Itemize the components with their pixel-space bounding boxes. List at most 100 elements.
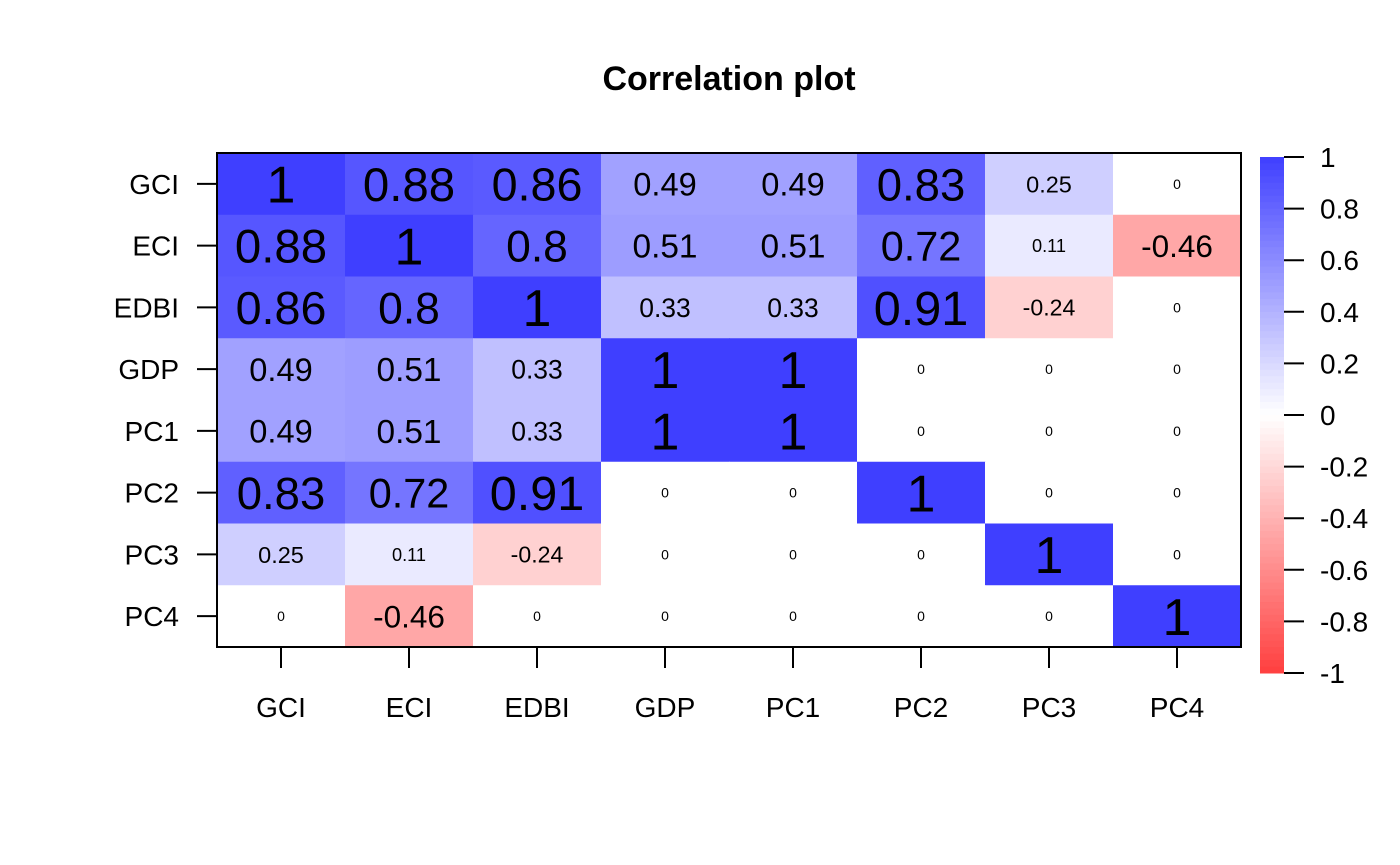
cell-label-gci-edbi: 0.86 bbox=[492, 159, 583, 211]
cell-label-pc1-pc1: 1 bbox=[779, 404, 808, 462]
cell-label-eci-gdp: 0.51 bbox=[633, 229, 698, 266]
cell-edbi-eci bbox=[345, 276, 474, 339]
cell-label-edbi-gdp: 0.33 bbox=[639, 293, 691, 323]
colorbar-segment bbox=[1260, 556, 1284, 564]
colorbar-segment bbox=[1260, 421, 1284, 429]
colorbar-segment bbox=[1260, 389, 1284, 397]
cell-label-gci-pc3: 0.25 bbox=[1026, 171, 1072, 197]
colorbar-segment bbox=[1260, 227, 1284, 235]
cell-eci-pc2 bbox=[857, 214, 986, 278]
colorbar-segment bbox=[1260, 492, 1284, 500]
colorbar-segment bbox=[1260, 582, 1284, 590]
colorbar-segment bbox=[1260, 298, 1284, 306]
colorbar-segment bbox=[1260, 369, 1284, 377]
cell-pc1-edbi bbox=[473, 400, 602, 463]
cell-label-pc4-pc1: 0 bbox=[789, 608, 797, 624]
cell-label-gci-eci: 0.88 bbox=[363, 159, 455, 212]
colorbar-segment bbox=[1260, 602, 1284, 609]
colorbar-tick-label: 0.2 bbox=[1320, 348, 1359, 379]
colorbar-segment bbox=[1260, 666, 1284, 674]
cell-pc2-edbi bbox=[473, 461, 602, 525]
colorbar-segment bbox=[1260, 640, 1284, 648]
colorbar-tick-label: -0.6 bbox=[1320, 555, 1368, 586]
cell-pc2-eci bbox=[345, 461, 474, 525]
colorbar-segment bbox=[1260, 427, 1284, 435]
y-tick-label-eci: ECI bbox=[132, 231, 179, 262]
colorbar-tick-label: 0.6 bbox=[1320, 245, 1359, 276]
cell-gci-eci bbox=[345, 153, 474, 216]
cell-edbi-gci bbox=[217, 276, 346, 339]
colorbar-segment bbox=[1260, 286, 1284, 293]
y-tick-label-gci: GCI bbox=[129, 169, 179, 200]
colorbar-segment bbox=[1260, 479, 1284, 487]
cell-pc2-pc3 bbox=[985, 461, 1114, 525]
cell-pc3-gci bbox=[217, 523, 346, 586]
colorbar-segment bbox=[1260, 356, 1284, 364]
cell-label-pc3-pc3: 1 bbox=[1035, 527, 1064, 585]
cell-label-edbi-pc2: 0.91 bbox=[874, 282, 969, 336]
cell-label-gdp-gdp: 1 bbox=[651, 342, 680, 400]
cell-gdp-eci bbox=[345, 338, 474, 401]
colorbar: 1 0.8 0.6 0.4 0.2 0 -0.2 -0.4 -0.6 -0.8 -1 bbox=[1260, 142, 1368, 689]
colorbar-segment bbox=[1260, 279, 1284, 287]
cell-label-pc2-pc3: 0 bbox=[1045, 485, 1053, 501]
cell-pc2-gci bbox=[217, 461, 346, 525]
colorbar-segment bbox=[1260, 305, 1284, 313]
colorbar-tick-label: 1 bbox=[1320, 142, 1336, 173]
cell-labels: 1 0.88 0.86 0.49 0.49 0.83 0.25 0 0.88 1 0.8 0.51 0.… bbox=[235, 157, 1213, 647]
cell-label-pc2-edbi: 0.91 bbox=[490, 467, 585, 521]
cell-gci-pc2 bbox=[857, 153, 986, 216]
colorbar-segment bbox=[1260, 176, 1284, 184]
cell-label-pc4-gci: 0 bbox=[277, 608, 285, 624]
colorbar-tick-label: 0 bbox=[1320, 400, 1336, 431]
cell-pc1-eci bbox=[345, 400, 474, 463]
cell-eci-edbi bbox=[473, 214, 602, 278]
colorbar-segment bbox=[1260, 608, 1284, 616]
colorbar-segment bbox=[1260, 653, 1284, 661]
cell-pc3-pc3 bbox=[985, 523, 1114, 586]
colorbar-segment bbox=[1260, 524, 1284, 532]
y-tick-label-gdp: GDP bbox=[118, 354, 179, 385]
cell-label-gdp-eci: 0.51 bbox=[377, 352, 442, 389]
cell-label-eci-edbi: 0.8 bbox=[506, 223, 568, 272]
x-tick-label-edbi: EDBI bbox=[504, 692, 569, 723]
colorbar-segment bbox=[1260, 253, 1284, 261]
cell-gdp-gdp bbox=[601, 338, 730, 401]
cell-gci-pc1 bbox=[729, 153, 858, 216]
cell-gdp-pc3 bbox=[985, 338, 1114, 401]
x-tick-label-pc1: PC1 bbox=[766, 692, 820, 723]
cell-pc4-pc2 bbox=[857, 585, 986, 648]
cell-label-pc4-edbi: 0 bbox=[533, 608, 541, 624]
colorbar-segment bbox=[1260, 511, 1284, 519]
colorbar-segment bbox=[1260, 376, 1284, 384]
cell-label-gci-gdp: 0.49 bbox=[633, 166, 696, 203]
colorbar-segment bbox=[1260, 234, 1284, 242]
heatmap-cells bbox=[217, 153, 1242, 648]
colorbar-segment bbox=[1260, 189, 1284, 197]
cell-pc3-edbi bbox=[473, 523, 602, 586]
cell-label-edbi-pc3: -0.24 bbox=[1023, 295, 1076, 321]
cell-gci-pc3 bbox=[985, 153, 1114, 216]
cell-pc1-pc4 bbox=[1113, 400, 1242, 463]
colorbar-segment bbox=[1260, 576, 1284, 584]
cell-pc3-eci bbox=[345, 523, 474, 586]
cell-label-eci-pc4: -0.46 bbox=[1141, 228, 1213, 264]
cell-label-pc2-pc2: 1 bbox=[907, 465, 936, 523]
cell-eci-eci bbox=[345, 214, 474, 278]
colorbar-segment bbox=[1260, 485, 1284, 493]
y-axis: GCI ECI EDBI GDP PC1 PC2 PC3 PC4 bbox=[114, 169, 216, 632]
colorbar-segment bbox=[1260, 337, 1284, 345]
colorbar-segment bbox=[1260, 215, 1284, 222]
colorbar-segment bbox=[1260, 614, 1284, 622]
colorbar-segment bbox=[1260, 331, 1284, 339]
cell-label-pc1-pc3: 0 bbox=[1045, 423, 1053, 439]
x-tick-label-gdp: GDP bbox=[635, 692, 696, 723]
cell-pc2-pc4 bbox=[1113, 461, 1242, 525]
cell-label-pc2-eci: 0.72 bbox=[369, 471, 450, 517]
cell-label-pc4-eci: -0.46 bbox=[373, 598, 445, 634]
cell-eci-pc3 bbox=[985, 214, 1114, 278]
x-tick-label-pc4: PC4 bbox=[1150, 692, 1204, 723]
colorbar-segment bbox=[1260, 182, 1284, 190]
colorbar-segment bbox=[1260, 531, 1284, 539]
cell-eci-gci bbox=[217, 214, 346, 278]
